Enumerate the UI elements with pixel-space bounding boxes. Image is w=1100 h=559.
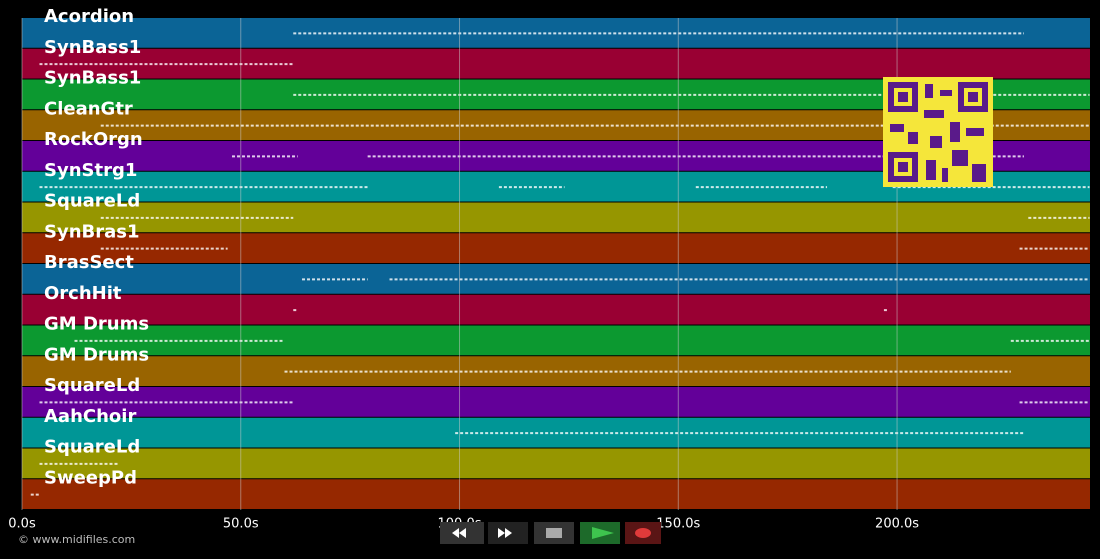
forward-icon (498, 528, 512, 538)
track-name: CleanGtr (44, 98, 133, 119)
track-band (22, 479, 1090, 509)
x-tick-label: 200.0s (875, 517, 919, 532)
track-name: BrasSect (44, 252, 134, 273)
track-name: SquareLd (44, 375, 140, 396)
track-band (22, 448, 1090, 479)
transport-controls (440, 522, 661, 544)
track-name: SynStrg1 (44, 160, 137, 181)
copyright: © www.midifiles.com (18, 533, 135, 546)
play-icon (592, 527, 614, 539)
track-name: RockOrgn (44, 129, 143, 150)
stop-icon (546, 528, 562, 538)
track-name: GM Drums (44, 344, 149, 365)
rewind-icon (452, 528, 466, 538)
track-name: SweepPd (44, 467, 137, 488)
qr-code (883, 77, 993, 187)
track-band (22, 233, 1090, 263)
track-name: SynBass1 (44, 68, 141, 89)
track-name: GM Drums (44, 314, 149, 335)
track-name: SynBras1 (44, 221, 140, 242)
x-tick-label: 150.0s (656, 517, 700, 532)
record-icon (635, 528, 651, 538)
track-name: AahChoir (44, 406, 136, 427)
x-tick-label: 0.0s (8, 517, 36, 532)
track-name: Acordion (44, 6, 134, 27)
track-band (22, 294, 1090, 325)
track-band (22, 202, 1090, 233)
track-name: OrchHit (44, 283, 122, 304)
track-name: SynBass1 (44, 37, 141, 58)
track-name: SquareLd (44, 437, 140, 458)
track-name: SquareLd (44, 191, 140, 212)
x-tick-label: 50.0s (223, 517, 259, 532)
